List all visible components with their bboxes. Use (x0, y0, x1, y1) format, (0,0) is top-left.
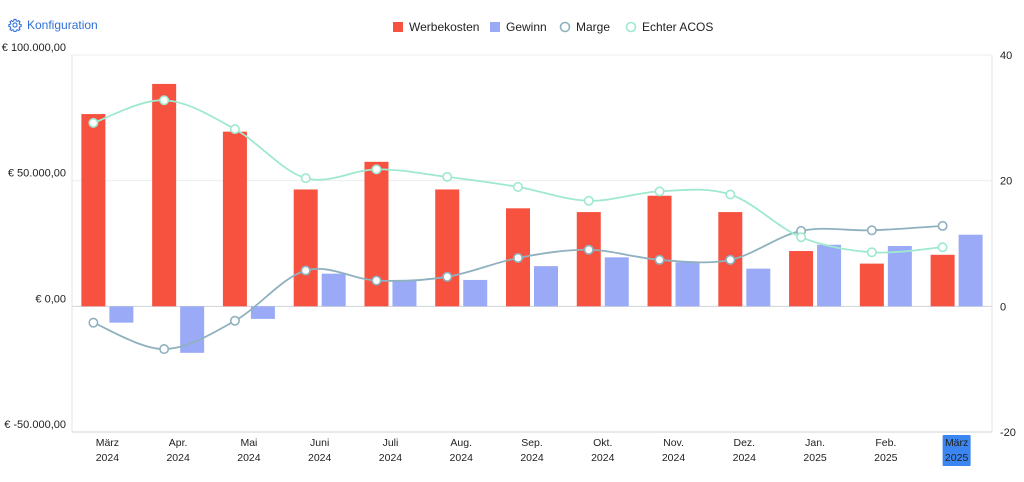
point-marge[interactable] (88, 317, 99, 328)
bar-gewinn[interactable] (675, 262, 700, 307)
legend-label-echter-acos[interactable]: Echter ACOS (642, 20, 713, 34)
x-tick-label[interactable]: 2024 (308, 452, 332, 464)
legend-label-gewinn[interactable]: Gewinn (506, 20, 547, 34)
x-tick-label[interactable]: Dez. (734, 437, 756, 449)
x-tick-label[interactable]: 2024 (379, 452, 403, 464)
bar-werbekosten[interactable] (293, 189, 318, 307)
y-left-tick-label: € -50.000,00 (4, 419, 66, 431)
x-label-highlight (942, 435, 971, 466)
point-echter-acos[interactable] (796, 232, 807, 243)
y-left-tick-label: € 50.000,00 (8, 168, 66, 180)
x-tick-label[interactable]: 2024 (237, 452, 261, 464)
x-tick-label[interactable]: Juni (310, 437, 329, 449)
point-echter-acos[interactable] (88, 117, 99, 128)
bar-werbekosten[interactable] (222, 131, 247, 307)
point-echter-acos[interactable] (866, 247, 877, 258)
legend-swatch-marge[interactable] (559, 21, 571, 33)
point-marge[interactable] (159, 344, 170, 355)
x-tick-label[interactable]: März (96, 437, 119, 449)
point-echter-acos[interactable] (300, 173, 311, 184)
point-marge[interactable] (300, 265, 311, 276)
y-right-tick-label: -20 (1000, 427, 1016, 439)
bar-gewinn[interactable] (109, 306, 134, 323)
point-marge[interactable] (371, 275, 382, 286)
point-echter-acos[interactable] (371, 164, 382, 175)
x-tick-label[interactable]: Feb. (875, 437, 896, 449)
x-tick-label[interactable]: 2024 (166, 452, 190, 464)
point-echter-acos[interactable] (229, 124, 240, 135)
x-tick-label[interactable]: Jan. (805, 437, 825, 449)
x-tick-label[interactable]: 2024 (662, 452, 686, 464)
point-echter-acos[interactable] (442, 171, 453, 182)
x-tick-label[interactable]: 2024 (450, 452, 474, 464)
x-tick-label[interactable]: 2025 (803, 452, 827, 464)
y-left-tick-label: € 100.000,00 (2, 42, 66, 54)
x-tick-label[interactable]: 2025 (945, 452, 969, 464)
bar-gewinn[interactable] (817, 244, 842, 307)
point-echter-acos[interactable] (937, 242, 948, 253)
point-echter-acos[interactable] (512, 181, 523, 192)
x-tick-label[interactable]: 2024 (733, 452, 757, 464)
bar-gewinn[interactable] (958, 234, 983, 307)
bar-werbekosten[interactable] (859, 263, 884, 307)
x-tick-label[interactable]: Apr. (169, 437, 188, 449)
x-tick-label[interactable]: März (945, 437, 968, 449)
bar-werbekosten[interactable] (647, 195, 672, 307)
legend-swatch-werbekosten[interactable] (393, 22, 403, 32)
bar-gewinn[interactable] (604, 257, 629, 307)
x-tick-label[interactable]: 2024 (96, 452, 120, 464)
x-tick-label[interactable]: Juli (383, 437, 399, 449)
bar-werbekosten[interactable] (930, 254, 955, 307)
x-tick-label[interactable]: 2024 (520, 452, 544, 464)
x-tick-label[interactable]: 2025 (874, 452, 898, 464)
legend-swatch-gewinn[interactable] (490, 22, 500, 32)
point-marge[interactable] (937, 220, 948, 231)
legend-swatch-echter-acos[interactable] (625, 21, 637, 33)
point-marge[interactable] (512, 252, 523, 263)
bar-gewinn[interactable] (463, 279, 488, 307)
point-marge[interactable] (866, 225, 877, 236)
y-right-tick-label: 0 (1000, 301, 1006, 313)
point-echter-acos[interactable] (159, 95, 170, 106)
x-tick-label[interactable]: Aug. (450, 437, 472, 449)
bar-gewinn[interactable] (887, 246, 912, 307)
bar-gewinn[interactable] (392, 279, 417, 307)
x-tick-label[interactable]: 2024 (591, 452, 615, 464)
point-marge[interactable] (654, 254, 665, 265)
point-echter-acos[interactable] (725, 189, 736, 200)
bar-werbekosten[interactable] (81, 114, 106, 307)
bar-werbekosten[interactable] (789, 251, 814, 307)
y-right-tick-label: 20 (1000, 176, 1012, 188)
bar-gewinn[interactable] (250, 306, 275, 319)
configuration-link[interactable]: Konfiguration (8, 18, 98, 32)
point-echter-acos[interactable] (654, 186, 665, 197)
x-tick-label[interactable]: Okt. (593, 437, 612, 449)
bar-werbekosten[interactable] (152, 83, 177, 307)
point-echter-acos[interactable] (583, 195, 594, 206)
point-marge[interactable] (725, 254, 736, 265)
x-tick-label[interactable]: Nov. (663, 437, 684, 449)
bar-werbekosten[interactable] (435, 189, 460, 307)
x-tick-label[interactable]: Mai (240, 437, 257, 449)
y-right-tick-label: 40 (1000, 50, 1012, 62)
point-marge[interactable] (442, 271, 453, 282)
bar-werbekosten[interactable] (576, 212, 601, 307)
legend-label-marge[interactable]: Marge (576, 20, 610, 34)
configuration-label: Konfiguration (27, 18, 98, 32)
bar-gewinn[interactable] (321, 273, 346, 307)
gear-icon (8, 18, 22, 32)
bar-gewinn[interactable] (534, 266, 558, 307)
point-marge[interactable] (229, 315, 240, 326)
bar-gewinn[interactable] (746, 268, 771, 307)
point-marge[interactable] (583, 244, 594, 255)
x-tick-label[interactable]: Sep. (521, 437, 543, 449)
y-left-tick-label: € 0,00 (35, 293, 66, 305)
legend-label-werbekosten[interactable]: Werbekosten (409, 20, 479, 34)
